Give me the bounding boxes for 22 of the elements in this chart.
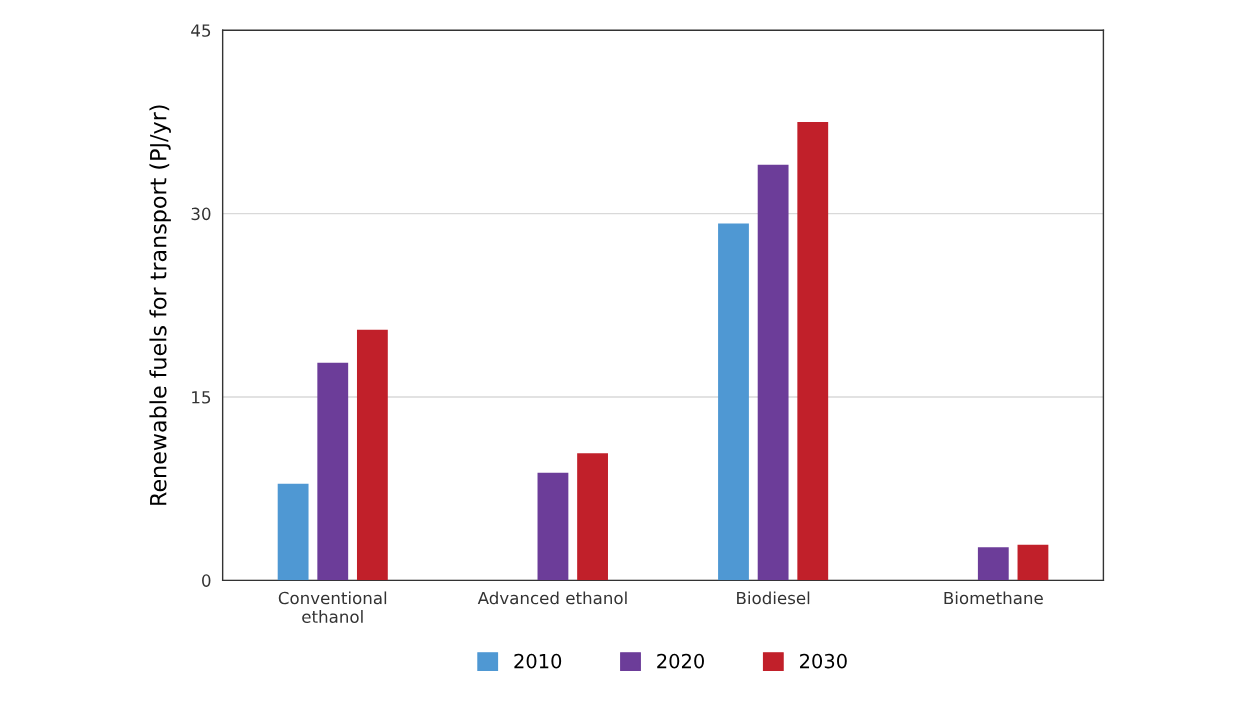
legend-label: 2010 — [514, 653, 562, 669]
bar — [757, 164, 789, 581]
x-tick-label: Biodiesel — [737, 591, 810, 605]
bar — [1017, 544, 1049, 581]
bar — [718, 223, 749, 581]
y-axis-title: Renewable fuels for transport (PJ/yr) — [149, 105, 171, 505]
bar — [577, 453, 608, 581]
y-tick-label: 15 — [192, 391, 211, 404]
legend-label: 2030 — [800, 653, 847, 669]
y-tick-label: 45 — [191, 24, 211, 37]
x-tick-label: Biomethane — [944, 591, 1043, 605]
bar — [797, 121, 829, 581]
y-tick-label: 0 — [202, 574, 211, 587]
y-tick-label: 30 — [191, 207, 211, 221]
bar — [356, 329, 388, 581]
x-tick-label: Conventional ethanol — [278, 591, 387, 623]
bar — [977, 547, 1009, 581]
bar — [537, 472, 569, 581]
bar — [317, 362, 349, 581]
legend-label: 2020 — [657, 653, 704, 669]
x-tick-label: Advanced ethanol — [477, 591, 627, 605]
bar — [277, 483, 309, 581]
